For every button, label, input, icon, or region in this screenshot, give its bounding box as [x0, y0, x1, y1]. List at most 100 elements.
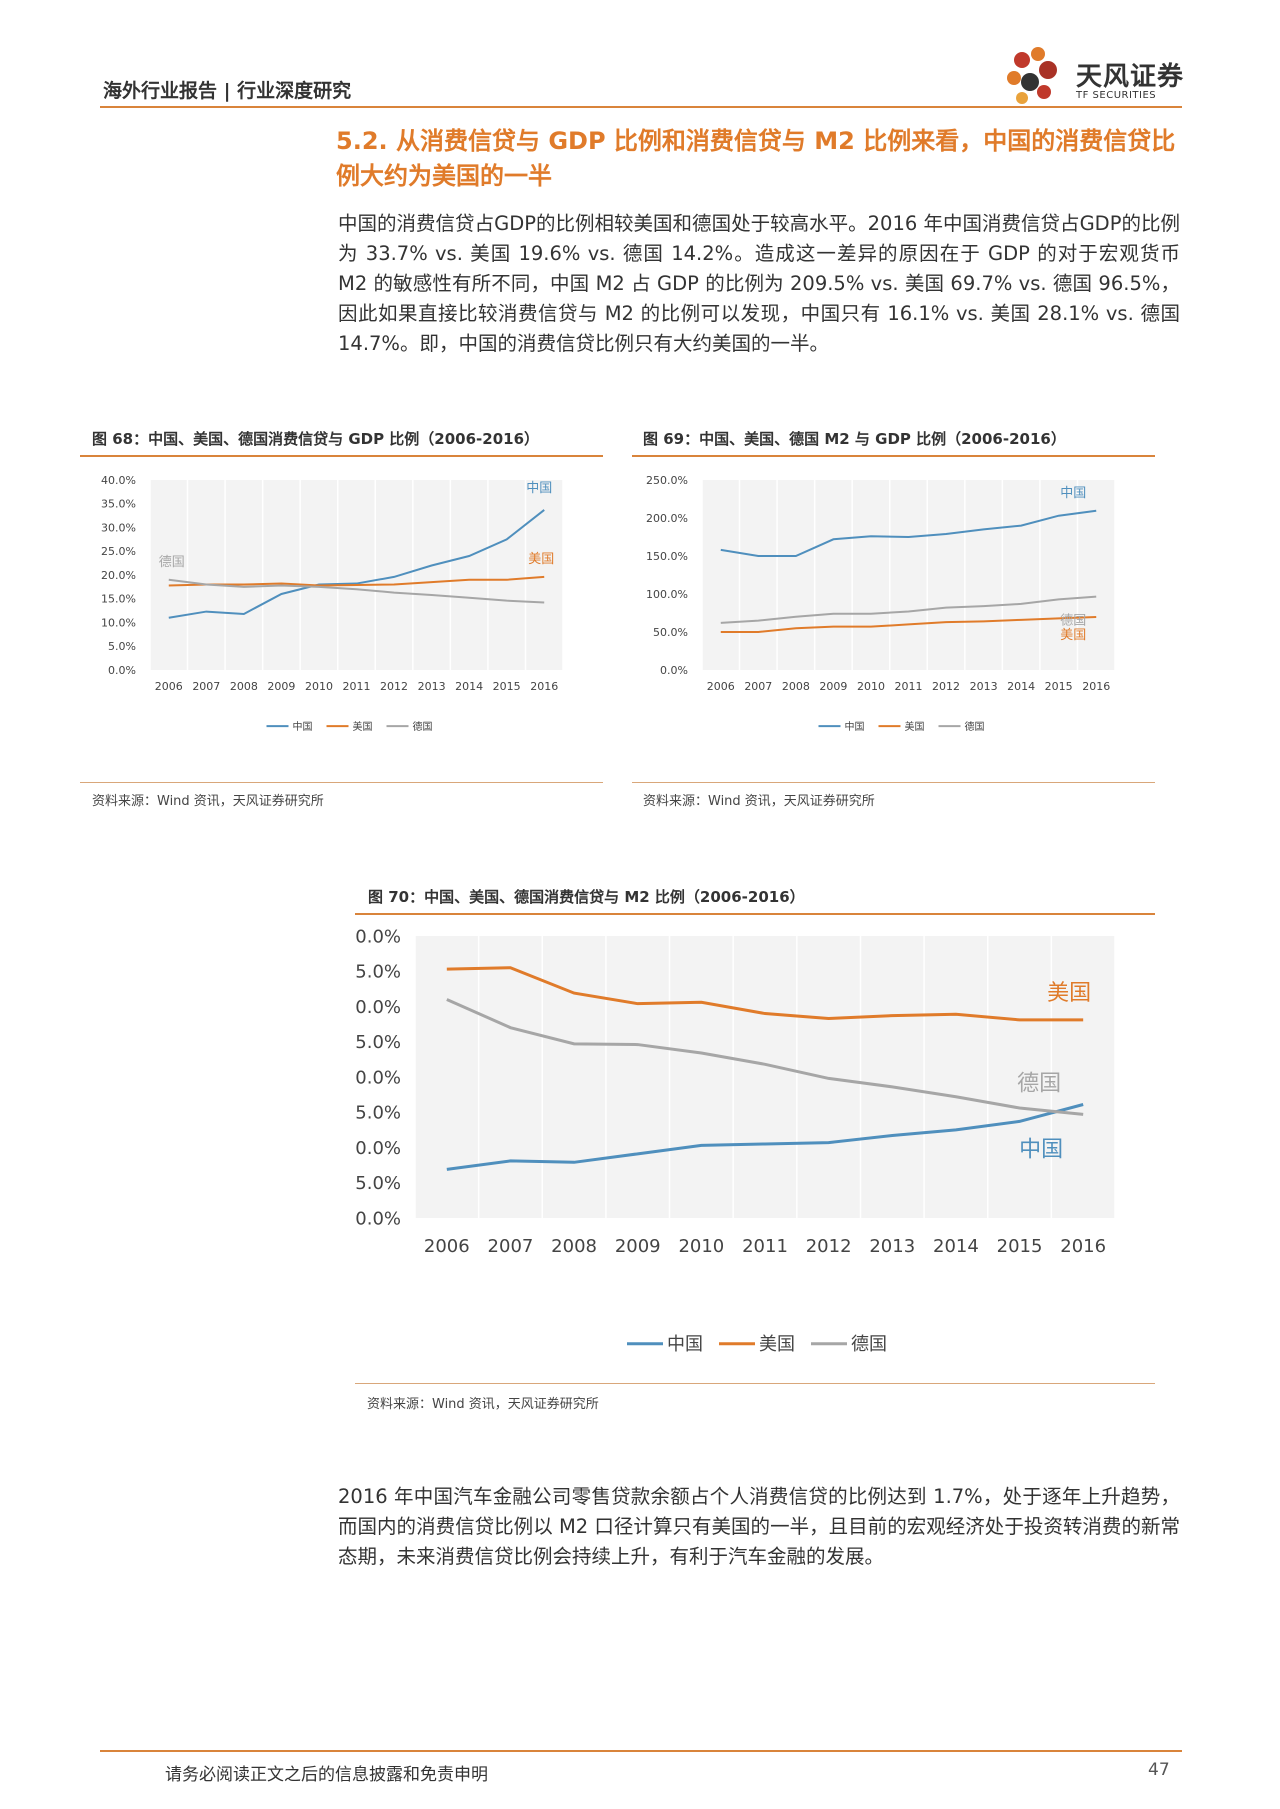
- x-tick-label: 2009: [267, 680, 295, 693]
- x-tick-label: 2007: [192, 680, 220, 693]
- x-tick-label: 2016: [1060, 1236, 1106, 1257]
- y-tick-label: 30.0%: [101, 521, 136, 534]
- x-tick-label: 2013: [418, 680, 446, 693]
- x-tick-label: 2011: [742, 1236, 788, 1257]
- footer-divider: [100, 1750, 1182, 1752]
- series-line-china: [720, 509, 1097, 557]
- series-line-china: [168, 509, 545, 619]
- fig68-title: 图 68：中国、美国、德国消费信贷与 GDP 比例（2006-2016）: [92, 430, 540, 448]
- x-tick-label: 2010: [678, 1236, 724, 1257]
- series-label-germany: 德国: [1017, 1071, 1061, 1096]
- fig69-title: 图 69：中国、美国、德国 M2 与 GDP 比例（2006-2016）: [643, 430, 1066, 448]
- series-label-china: 中国: [526, 481, 552, 496]
- legend-label-usa: 美国: [759, 1334, 795, 1355]
- legend-label-usa: 美国: [353, 720, 373, 733]
- legend-label-germany: 德国: [413, 720, 433, 733]
- y-tick-label: 0.0%: [108, 664, 136, 677]
- legend-label-germany: 德国: [965, 720, 985, 733]
- plot-area: [415, 936, 1115, 1218]
- logo-english-name: TF SECURITIES: [1076, 90, 1157, 101]
- series-line-germany: [168, 578, 545, 604]
- y-tick-label: 40.0%: [101, 474, 136, 487]
- x-tick-label: 2013: [970, 680, 998, 693]
- fig69-chart: 0.0% 50.0% 100.0% 150.0% 200.0% 250.0% 2006 200…: [646, 474, 1116, 733]
- x-tick-label: 2008: [782, 680, 810, 693]
- x-tick-label: 2009: [615, 1236, 661, 1257]
- x-tick-label: 2014: [1007, 680, 1035, 693]
- intro-paragraph: 中国的消费信贷占GDP的比例相较美国和德国处于较高水平。2016 年中国消费信贷…: [338, 212, 1180, 355]
- series-line-usa: [446, 966, 1084, 1022]
- y-tick-label: 40.0%: [355, 926, 401, 947]
- y-tick-label: 15.0%: [355, 1103, 401, 1124]
- x-tick-label: 2015: [997, 1236, 1043, 1257]
- x-tick-label: 2014: [455, 680, 483, 693]
- y-tick-label: 0.0%: [660, 664, 688, 677]
- fig68-top-rule: [80, 455, 603, 457]
- fig69-top-rule: [632, 455, 1155, 457]
- y-tick-label: 0.0%: [355, 1208, 401, 1229]
- fig70-bottom-rule: [355, 1383, 1155, 1384]
- legend-label-china: 中国: [293, 720, 313, 733]
- legend-label-usa: 美国: [905, 720, 925, 733]
- x-tick-label: 2016: [530, 680, 558, 693]
- y-tick-label: 10.0%: [355, 1138, 401, 1159]
- y-tick-label: 50.0%: [653, 626, 688, 639]
- fig68-bottom-rule: [80, 782, 603, 783]
- series-label-china: 中国: [1060, 486, 1086, 501]
- series-line-germany: [446, 998, 1084, 1116]
- x-tick-label: 2006: [707, 680, 735, 693]
- y-tick-label: 100.0%: [646, 588, 688, 601]
- x-tick-label: 2006: [155, 680, 183, 693]
- x-tick-label: 2014: [933, 1236, 979, 1257]
- series-label-china: 中国: [1019, 1137, 1063, 1162]
- fig68-chart: 0.0% 5.0% 10.0% 15.0% 20.0% 25.0% 30.0% 35.0% 40…: [101, 474, 564, 733]
- y-tick-label: 25.0%: [101, 545, 136, 558]
- x-tick-label: 2010: [857, 680, 885, 693]
- fig70-source: 资料来源：Wind 资讯，天风证券研究所: [367, 1397, 599, 1412]
- page-number: 47: [1148, 1760, 1170, 1780]
- y-tick-label: 200.0%: [646, 512, 688, 525]
- fig70-title: 图 70：中国、美国、德国消费信贷与 M2 比例（2006-2016）: [368, 888, 805, 906]
- y-tick-label: 150.0%: [646, 550, 688, 563]
- footer-disclaimer: 请务必阅读正文之后的信息披露和免责申明: [165, 1765, 488, 1785]
- y-tick-label: 25.0%: [355, 1032, 401, 1053]
- fig69-source: 资料来源：Wind 资讯，天风证券研究所: [643, 794, 875, 809]
- y-tick-label: 35.0%: [101, 498, 136, 511]
- tf-logo-icon: [1007, 47, 1057, 104]
- y-tick-label: 5.0%: [355, 1173, 401, 1194]
- series-line-usa: [168, 575, 545, 587]
- series-label-usa: 美国: [1047, 981, 1091, 1006]
- header-divider: [100, 106, 1182, 108]
- y-tick-label: 5.0%: [108, 640, 136, 653]
- x-tick-label: 2007: [488, 1236, 534, 1257]
- x-tick-label: 2006: [424, 1236, 470, 1257]
- series-label-usa: 美国: [528, 552, 554, 567]
- report-type-header: 海外行业报告 | 行业深度研究: [103, 80, 352, 102]
- x-tick-label: 2011: [895, 680, 923, 693]
- logo-chinese-name: 天风证券: [1076, 62, 1185, 92]
- x-tick-label: 2012: [932, 680, 960, 693]
- series-label-germany: 德国: [159, 555, 185, 570]
- series-line-germany: [720, 595, 1097, 624]
- y-tick-label: 250.0%: [646, 474, 688, 487]
- series-line-china: [446, 1103, 1084, 1171]
- y-tick-label: 20.0%: [355, 1067, 401, 1088]
- section-heading: 5.2. 从消费信贷与 GDP 比例和消费信贷与 M2 比例来看，中国的消费信贷…: [336, 127, 1176, 190]
- x-tick-label: 2010: [305, 680, 333, 693]
- plot-area: [702, 480, 1115, 670]
- conclusion-paragraph: 2016 年中国汽车金融公司零售贷款余额占个人消费信贷的比例达到 1.7%，处于…: [338, 1485, 1180, 1568]
- x-tick-label: 2012: [380, 680, 408, 693]
- y-tick-label: 20.0%: [101, 569, 136, 582]
- y-tick-label: 10.0%: [101, 616, 136, 629]
- plot-area: [150, 480, 563, 670]
- series-label-germany: 德国: [1060, 614, 1086, 629]
- fig69-bottom-rule: [632, 782, 1155, 783]
- fig70-chart: 0.0% 5.0% 10.0% 15.0% 20.0% 25.0% 30.0% 35.0% 40…: [355, 926, 1116, 1355]
- x-tick-label: 2007: [744, 680, 772, 693]
- x-tick-label: 2012: [806, 1236, 852, 1257]
- legend-label-china: 中国: [667, 1334, 703, 1355]
- y-tick-label: 15.0%: [101, 593, 136, 606]
- fig70-top-rule: [355, 913, 1155, 915]
- x-tick-label: 2015: [1045, 680, 1073, 693]
- x-tick-label: 2016: [1082, 680, 1110, 693]
